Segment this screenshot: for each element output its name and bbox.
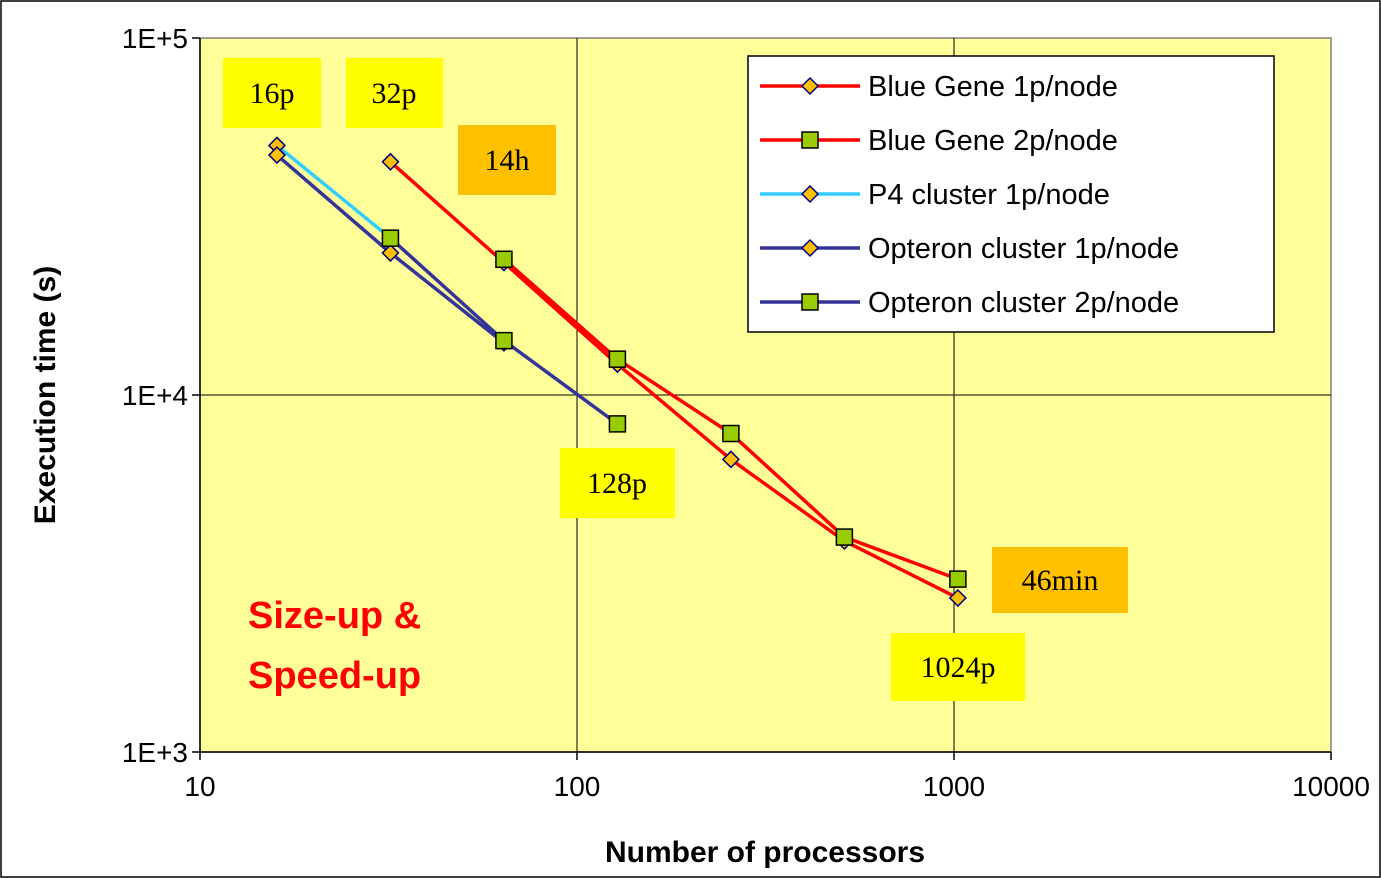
x-tick-label: 10000 [1292, 771, 1370, 802]
annotation-box-46min [992, 547, 1128, 613]
legend-label: Blue Gene 2p/node [868, 125, 1118, 157]
data-point [495, 250, 513, 269]
annotation-1024p: 1024p [921, 651, 996, 684]
data-point [495, 331, 513, 350]
data-point [722, 424, 740, 443]
data-point [721, 450, 740, 469]
legend-label: Opteron cluster 2p/node [868, 287, 1179, 319]
legend-label: P4 cluster 1p/node [868, 179, 1110, 211]
legend-box [747, 55, 1275, 333]
data-point [949, 570, 967, 588]
annotation-box-1024p [891, 633, 1025, 701]
y-axis-ticks: 1E+3 1E+4 1E+5 [122, 23, 201, 768]
annotation-128p: 128p [587, 467, 647, 500]
annotations: 16p 32p 14h 128p 46min 1024p [223, 58, 1128, 701]
annotation-14h: 14h [485, 144, 530, 177]
series-layer [267, 136, 967, 608]
series-line [275, 144, 392, 240]
legend-entry: Blue Gene 2p/node [760, 125, 1118, 157]
annotation-box-128p [560, 448, 675, 518]
series-line [389, 160, 959, 600]
legend-swatch-marker [801, 293, 819, 311]
legend-entry: P4 cluster 1p/node [760, 179, 1110, 211]
annotation-box-14h [458, 125, 556, 195]
annotation-46min: 46min [1022, 564, 1099, 597]
series-2 [495, 250, 967, 588]
data-point [267, 146, 287, 165]
overlay-text-line-1: Size-up & [248, 595, 421, 637]
x-axis-title: Number of processors [605, 836, 925, 869]
data-point [835, 528, 854, 546]
data-point [948, 588, 967, 608]
data-point [381, 152, 400, 171]
y-tick-label: 1E+5 [122, 23, 188, 54]
legend-entry: Opteron cluster 1p/node [760, 233, 1179, 265]
data-point [608, 415, 627, 433]
data-point [381, 229, 400, 247]
x-tick-label: 10 [184, 771, 215, 802]
legend: Blue Gene 1p/node Blue Gene 2p/node P4 clu… [747, 55, 1275, 333]
annotation-16p: 16p [250, 77, 295, 110]
y-axis-title: Execution time (s) [29, 266, 62, 524]
series-5 [381, 229, 627, 433]
x-axis-ticks: 10 100 1000 10000 [184, 751, 1370, 802]
legend-entry: Blue Gene 1p/node [760, 71, 1118, 103]
legend-swatch-marker [800, 76, 820, 96]
annotation-box-16p [223, 58, 321, 128]
y-tick-label: 1E+3 [122, 737, 188, 768]
legend-label: Opteron cluster 1p/node [868, 233, 1179, 265]
x-tick-label: 100 [554, 771, 601, 802]
data-point [381, 243, 400, 262]
legend-entry: Opteron cluster 2p/node [760, 287, 1179, 319]
legend-swatch-marker [800, 238, 820, 258]
annotation-box-32p [346, 58, 443, 128]
annotation-32p: 32p [372, 77, 417, 110]
legend-swatch-marker [800, 184, 820, 204]
y-tick-label: 1E+4 [122, 380, 188, 411]
legend-label: Blue Gene 1p/node [868, 71, 1118, 103]
overlay-text-line-2: Speed-up [248, 655, 421, 697]
x-tick-label: 1000 [923, 771, 985, 802]
legend-swatch-marker [801, 131, 819, 149]
data-point [608, 350, 627, 368]
